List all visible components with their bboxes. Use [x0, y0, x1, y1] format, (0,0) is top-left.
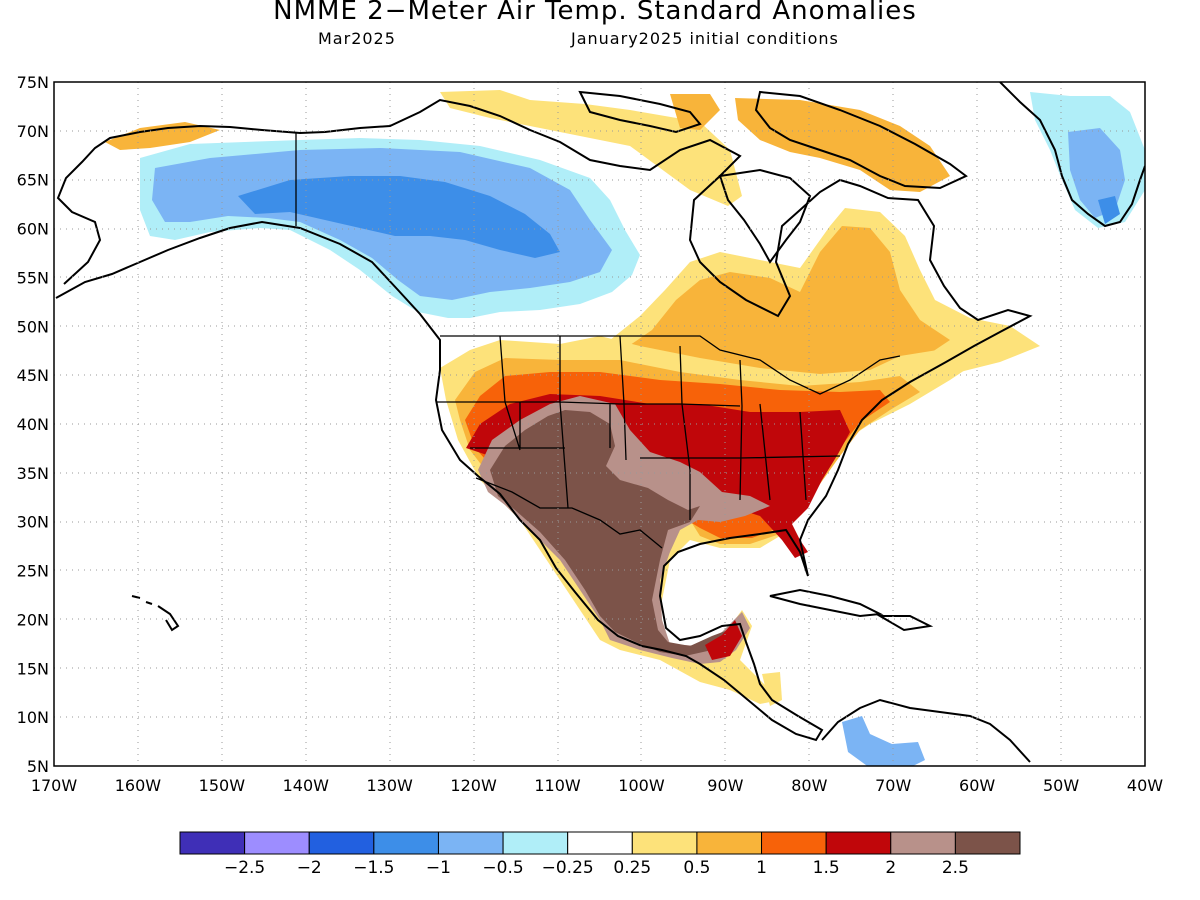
- lon-tick-label: 110W: [534, 776, 581, 795]
- border-us-mexico: [475, 477, 663, 549]
- colorbar-tick-label: 0.25: [613, 858, 651, 878]
- lat-tick-label: 15N: [17, 659, 49, 678]
- colorbar-tick-label: −1: [426, 858, 451, 878]
- anomaly-region-blue-greenland: [1098, 196, 1120, 224]
- lon-tick-label: 50W: [1043, 776, 1079, 795]
- coastline-arctic-islands: [578, 90, 702, 134]
- coastline-south-america: [821, 698, 1031, 763]
- anomaly-region-light-blue-greenland: [1068, 128, 1125, 218]
- lat-tick-label: 50N: [17, 317, 49, 336]
- lat-tick-label: 30N: [17, 513, 49, 532]
- anomaly-region-yellow-arctic: [440, 90, 742, 206]
- colorbar-tick-label: −2.5: [224, 858, 265, 878]
- anomaly-region-orange-west-arctic: [105, 122, 220, 150]
- colorbar-swatch: [179, 831, 246, 855]
- lat-tick-label: 10N: [17, 708, 49, 727]
- colorbar-tick-label: 2: [885, 858, 896, 878]
- lon-tick-label: 60W: [959, 776, 995, 795]
- lon-tick-label: 90W: [707, 776, 743, 795]
- colorbar-swatch: [631, 831, 698, 855]
- coastline-greenland: [999, 82, 1145, 228]
- lat-tick-label: 40N: [17, 415, 49, 434]
- colorbar-swatch: [308, 831, 375, 855]
- colorbar-tick-label: −0.25: [542, 858, 594, 878]
- colorbar-tick-label: −2: [297, 858, 322, 878]
- coastline-baffin-island: [754, 90, 968, 190]
- lon-tick-label: 160W: [115, 776, 162, 795]
- lon-tick-label: 130W: [367, 776, 414, 795]
- colorbar-swatch: [502, 831, 569, 855]
- colorbar-labels: −2.5 −2 −1.5 −1 −0.5 −0.25 0.25 0.5 1 1.5 2 2.5: [224, 858, 969, 878]
- coastline-cuba: [769, 588, 884, 618]
- lat-tick-label: 60N: [17, 220, 49, 239]
- colorbar-tick-label: −1.5: [353, 858, 394, 878]
- lon-tick-label: 170W: [31, 776, 78, 795]
- lat-tick-label: 35N: [17, 464, 49, 483]
- anomaly-region-red-yucatan: [705, 620, 742, 660]
- graticule: [54, 82, 1145, 766]
- coastline-hudson-bay: [718, 168, 812, 264]
- lon-tick-label: 40W: [1127, 776, 1163, 795]
- colorbar-swatch: [437, 831, 504, 855]
- lat-tick-label: 75N: [17, 73, 49, 92]
- lat-tick-label: 65N: [17, 171, 49, 190]
- colorbar-swatch: [761, 831, 827, 855]
- anomaly-region-orange-arctic-east: [735, 98, 950, 192]
- lat-tick-label: 25N: [17, 562, 49, 581]
- colorbar-swatch: [890, 831, 956, 855]
- colorbar-tick-label: 1.5: [813, 858, 840, 878]
- anomaly-region-light-blue-south-america: [842, 716, 925, 766]
- colorbar-swatch: [244, 831, 310, 855]
- lat-tick-label: 20N: [17, 610, 49, 629]
- anomaly-region-orange-baffin: [670, 94, 720, 130]
- map-title: NMME 2−Meter Air Temp. Standard Anomalie…: [273, 0, 917, 26]
- lon-tick-label: 80W: [791, 776, 827, 795]
- anomaly-region-brown-southwest: [490, 410, 728, 656]
- colorbar: [179, 831, 1021, 855]
- colorbar-swatch: [954, 831, 1021, 855]
- colorbar-tick-label: 2.5: [942, 858, 969, 878]
- colorbar-swatch: [825, 831, 892, 855]
- colorbar-swatch: [373, 831, 439, 855]
- lon-tick-label: 140W: [283, 776, 330, 795]
- longitude-labels: 170W 160W 150W 140W 130W 120W 110W 100W 90W 80W 70…: [31, 776, 1163, 795]
- lon-tick-label: 70W: [875, 776, 911, 795]
- forecast-month: Mar2025: [318, 29, 396, 48]
- coastline-hawaii: [131, 595, 180, 632]
- coastlines: [55, 82, 1145, 763]
- lat-tick-label: 55N: [17, 268, 49, 287]
- map-frame: [53, 81, 1146, 767]
- border-us-states: [436, 335, 841, 520]
- lat-tick-label: 5N: [27, 757, 49, 776]
- colorbar-tick-label: 1: [756, 858, 767, 878]
- political-borders: [295, 132, 901, 549]
- anomaly-fields: [105, 90, 1145, 766]
- initial-conditions: January2025 initial conditions: [571, 29, 839, 48]
- anomaly-region-yellow-caribbean: [762, 672, 782, 706]
- lat-tick-label: 70N: [17, 122, 49, 141]
- lat-tick-label: 45N: [17, 366, 49, 385]
- latitude-labels: 75N 70N 65N 60N 55N 50N 45N 40N 35N 30N 25N 20N 15N 1…: [17, 73, 49, 776]
- lon-tick-label: 150W: [199, 776, 246, 795]
- colorbar-swatch: [567, 831, 633, 855]
- colorbar-tick-label: −0.5: [482, 858, 523, 878]
- colorbar-swatch: [696, 831, 763, 855]
- border-us-canada: [440, 335, 901, 395]
- colorbar-tick-label: 0.5: [683, 858, 710, 878]
- anomaly-region-blue-northwest: [238, 176, 560, 258]
- lon-tick-label: 120W: [450, 776, 497, 795]
- lon-tick-label: 100W: [618, 776, 665, 795]
- coastline-hispaniola: [876, 615, 934, 632]
- coastline-north-america: [55, 98, 1033, 742]
